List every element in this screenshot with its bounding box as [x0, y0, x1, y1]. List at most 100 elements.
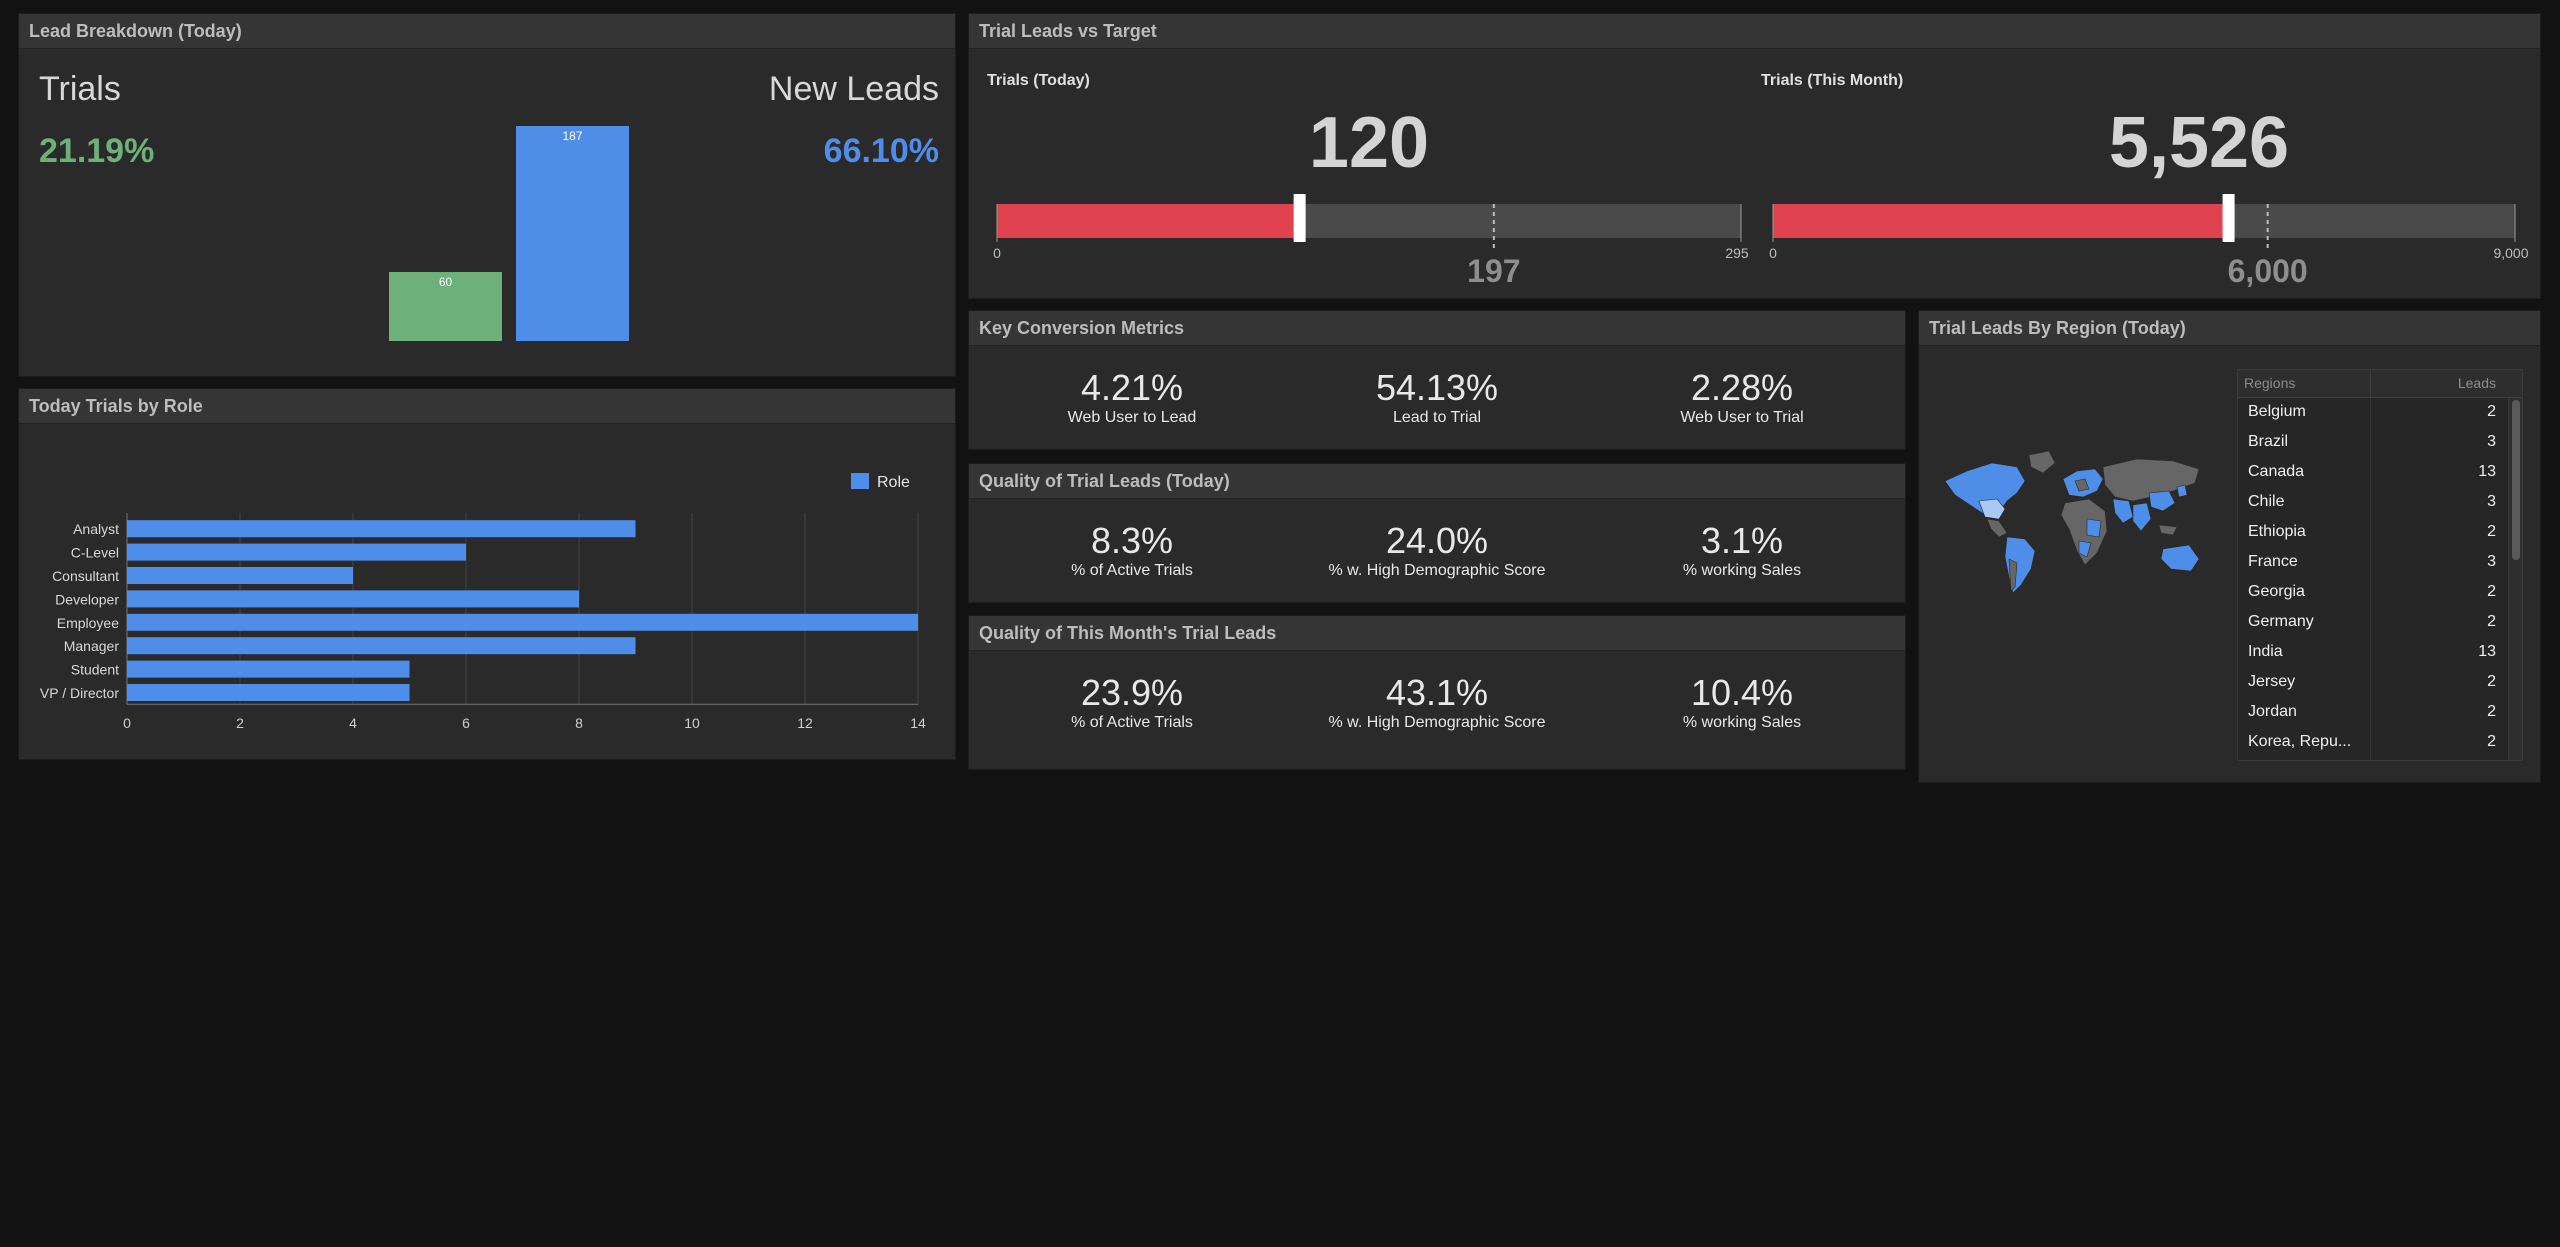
metric-value: 3.1%	[1700, 520, 1784, 561]
region-name: Georgia	[2248, 583, 2305, 600]
lead-breakdown-panel: Lead Breakdown (Today) Trials 21.19% New…	[18, 13, 956, 377]
region-leads: 2	[2487, 613, 2496, 630]
x-tick-label: 6	[462, 715, 470, 731]
trials-percent: 21.19%	[39, 132, 155, 170]
gauge-value-marker	[2222, 194, 2235, 242]
data-label: 187	[562, 129, 582, 143]
region-leads: 3	[2487, 433, 2496, 450]
y-tick-label: Analyst	[73, 521, 119, 537]
region-leads: 2	[2487, 583, 2496, 600]
region-name: Chile	[2248, 493, 2285, 510]
world-map[interactable]	[1937, 441, 2217, 601]
metric-label: Web User to Trial	[1680, 409, 1804, 426]
new-leads-label: New Leads	[768, 70, 939, 108]
bar-analyst	[127, 520, 636, 538]
panel-title: Trial Leads By Region (Today)	[1919, 311, 2540, 346]
bar-employee	[127, 613, 918, 631]
x-tick-label: 2	[236, 715, 244, 731]
region-name: France	[2248, 553, 2298, 570]
region-leads: 2	[2487, 703, 2496, 720]
table-row[interactable]: Jordan 2	[2238, 698, 2518, 728]
region-leads: 2	[2487, 523, 2496, 540]
table-row[interactable]: Canada 13	[2238, 458, 2518, 488]
gauge-month: 6,000 0 9,000	[1769, 194, 2529, 289]
trials-vs-target-panel: Trial Leads vs Target Trials (Today) 120…	[968, 13, 2541, 299]
col-leads[interactable]: Leads	[2457, 375, 2496, 391]
legend-label: Role	[877, 474, 910, 491]
metric-label: % working Sales	[1682, 562, 1802, 579]
region-leads: 2	[2487, 673, 2496, 690]
gauge-max-label: 295	[1725, 245, 1749, 261]
table-row[interactable]: Chile 3	[2238, 488, 2518, 518]
panel-title: Quality of This Month's Trial Leads	[969, 616, 1905, 651]
region-leads: 2	[2487, 733, 2496, 750]
table-row[interactable]: Korea, Repu... 2	[2238, 728, 2518, 758]
bar-consultant	[127, 567, 353, 584]
table-row[interactable]: Germany 2	[2238, 608, 2518, 638]
metric-label: Lead to Trial	[1392, 409, 1482, 426]
bar-student	[127, 660, 410, 678]
x-tick-label: 0	[123, 715, 131, 731]
metric-value: 43.1%	[1385, 672, 1489, 713]
metric-label: % of Active Trials	[1071, 562, 1193, 579]
gauge-min-label: 0	[993, 245, 1001, 261]
region-leads: 3	[2487, 553, 2496, 570]
bar-new-leads	[516, 126, 629, 341]
metric-label: % w. High Demographic Score	[1328, 714, 1546, 731]
gauge-today: 197 0 295	[993, 194, 1749, 289]
x-tick-label: 12	[797, 715, 813, 731]
gauge-fill	[1773, 204, 2229, 238]
gauge-fill	[997, 204, 1300, 238]
y-tick-label: C-Level	[71, 545, 119, 561]
metric-value: 8.3%	[1090, 520, 1174, 561]
region-rows: Belgium 2 Brazil 3 Canada 13 Chile 3 Ethiopia 2 Fr…	[2238, 398, 2508, 760]
col-divider-body	[2370, 398, 2371, 760]
metric-value: 24.0%	[1385, 520, 1489, 561]
gauge-max-label: 9,000	[2493, 245, 2528, 261]
region-name: Ethiopia	[2248, 523, 2306, 540]
trials-by-role-panel: Today Trials by Role 0 2 4 6 8 10 12 14 Analyst C…	[18, 388, 956, 760]
y-tick-label: Developer	[55, 591, 119, 607]
region-name: Jersey	[2248, 673, 2296, 690]
y-tick-label: Employee	[57, 615, 119, 631]
table-row[interactable]: Brazil 3	[2238, 428, 2518, 458]
x-tick-label: 14	[910, 715, 926, 731]
trials-by-role-chart: 0 2 4 6 8 10 12 14 Analyst C-Level Consultant Devel…	[40, 473, 926, 731]
table-row[interactable]: Ethiopia 2	[2238, 518, 2518, 548]
gauge-today-value: 120	[1308, 103, 1430, 183]
bar-trials	[389, 272, 502, 341]
gauge-month-value: 5,526	[2108, 103, 2290, 183]
region-name: Korea, Repu...	[2248, 733, 2352, 750]
y-tick-label: Consultant	[52, 568, 119, 584]
col-divider	[2370, 370, 2371, 398]
gauge-target-label: 197	[1467, 253, 1520, 289]
x-tick-label: 4	[349, 715, 357, 731]
quality-month-panel: Quality of This Month's Trial Leads 23.9…	[968, 615, 1906, 770]
table-row[interactable]: Jersey 2	[2238, 668, 2518, 698]
region-name: Canada	[2248, 463, 2305, 480]
key-conversion-panel: Key Conversion Metrics 4.21% Web User to…	[968, 310, 1906, 450]
col-regions[interactable]: Regions	[2244, 375, 2296, 391]
gauge-target-label: 6,000	[2228, 253, 2308, 289]
gauge-today-label: Trials (Today)	[987, 72, 1090, 89]
table-row[interactable]: India 13	[2238, 638, 2518, 668]
y-tick-label: Student	[71, 662, 119, 678]
x-tick-label: 10	[684, 715, 700, 731]
table-row[interactable]: Belgium 2	[2238, 398, 2518, 428]
table-row[interactable]: France 3	[2238, 548, 2518, 578]
metric-value: 23.9%	[1080, 672, 1184, 713]
quality-today-panel: Quality of Trial Leads (Today) 8.3% % of…	[968, 463, 1906, 603]
region-leads: 3	[2487, 493, 2496, 510]
panel-title: Key Conversion Metrics	[969, 311, 1905, 346]
metric-label: % w. High Demographic Score	[1328, 562, 1546, 579]
scrollbar-track[interactable]	[2508, 398, 2522, 760]
metric-label: % of Active Trials	[1071, 714, 1193, 731]
region-name: India	[2248, 643, 2283, 660]
legend-swatch	[851, 473, 869, 489]
region-leads: 13	[2478, 463, 2496, 480]
region-name: Belgium	[2248, 403, 2306, 420]
new-leads-percent: 66.10%	[823, 132, 939, 170]
table-row[interactable]: Georgia 2	[2238, 578, 2518, 608]
scrollbar-thumb[interactable]	[2512, 400, 2520, 560]
metric-value: 2.28%	[1690, 367, 1794, 408]
